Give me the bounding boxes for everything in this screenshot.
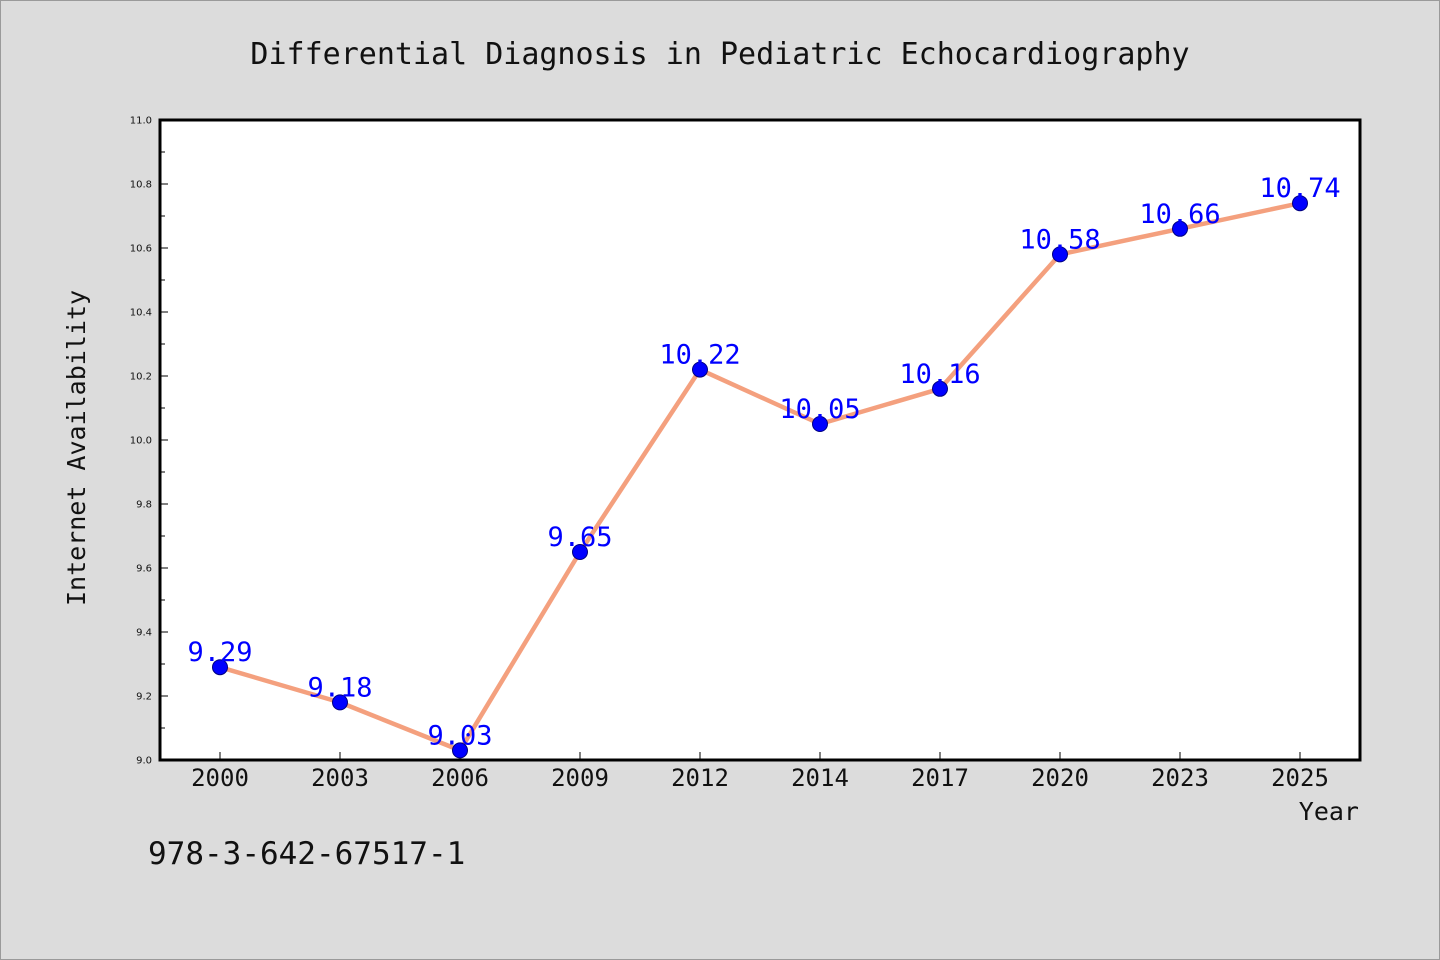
- y-tick-label: 11.0: [130, 116, 152, 127]
- x-tick-label: 2003: [311, 764, 369, 792]
- data-label: 9.18: [307, 672, 372, 703]
- x-tick-label: 2025: [1271, 764, 1329, 792]
- y-tick-label: 10.6: [130, 244, 152, 255]
- data-label: 9.29: [187, 637, 252, 668]
- data-point: [452, 742, 468, 759]
- data-point: [692, 361, 708, 378]
- x-tick-label: 2023: [1151, 764, 1209, 792]
- data-labels-layer: 9.29 9.18 9.03 9.65 10.22 10.05 10.16 10.58 10.6…: [187, 173, 1340, 751]
- data-point: [212, 659, 228, 676]
- y-tick-label: 10.4: [130, 308, 152, 319]
- y-tick-label: 9.6: [136, 564, 152, 575]
- x-tick-label: 2012: [671, 764, 729, 792]
- data-point: [812, 416, 828, 432]
- data-label: 10.22: [659, 340, 740, 371]
- x-tick-label: 2017: [911, 764, 969, 792]
- data-label: 10.66: [1139, 199, 1220, 230]
- y-tick-label: 9.4: [136, 628, 152, 639]
- x-tick-label: 2000: [191, 764, 249, 792]
- x-axis: 2000 2003 2006 2009 2012 2014 2017 2020 2023 2025: [191, 752, 1329, 792]
- data-label: 10.05: [779, 394, 860, 425]
- x-tick-label: 2006: [431, 764, 489, 792]
- y-axis: 9.0 9.2 9.4 9.6 9.8 10.0 10.2 10.4 10.6 10.8 11.0: [130, 116, 168, 767]
- series-line-layer: [212, 195, 1308, 759]
- data-point: [932, 380, 948, 397]
- y-tick-label: 10.0: [130, 436, 152, 447]
- y-tick-label: 9.8: [136, 500, 152, 511]
- data-label: 9.03: [427, 720, 492, 751]
- isbn-code: 978-3-642-67517-1: [148, 836, 465, 872]
- data-point: [1172, 220, 1188, 237]
- data-point: [332, 694, 348, 711]
- data-point: [1292, 195, 1308, 212]
- x-axis-title: Year: [1299, 797, 1359, 826]
- data-label: 9.65: [547, 522, 612, 553]
- x-tick-label: 2014: [791, 764, 849, 792]
- x-tick-label: 2020: [1031, 764, 1089, 792]
- data-point: [1052, 246, 1068, 263]
- x-tick-label: 2009: [551, 764, 609, 792]
- data-point: [572, 544, 588, 560]
- y-axis-title: Internet Availability: [62, 290, 91, 606]
- data-label: 10.58: [1019, 224, 1100, 255]
- data-label: 10.16: [899, 359, 980, 390]
- y-tick-label: 9.2: [136, 692, 152, 703]
- y-tick-label: 10.8: [130, 180, 152, 191]
- y-tick-label: 10.2: [130, 372, 152, 383]
- chart-title: Differential Diagnosis in Pediatric Echo…: [250, 37, 1189, 72]
- plot-area: [158, 118, 1362, 762]
- y-tick-label: 9.0: [136, 756, 152, 767]
- data-label: 10.74: [1259, 173, 1340, 204]
- series-line: [217, 200, 1303, 753]
